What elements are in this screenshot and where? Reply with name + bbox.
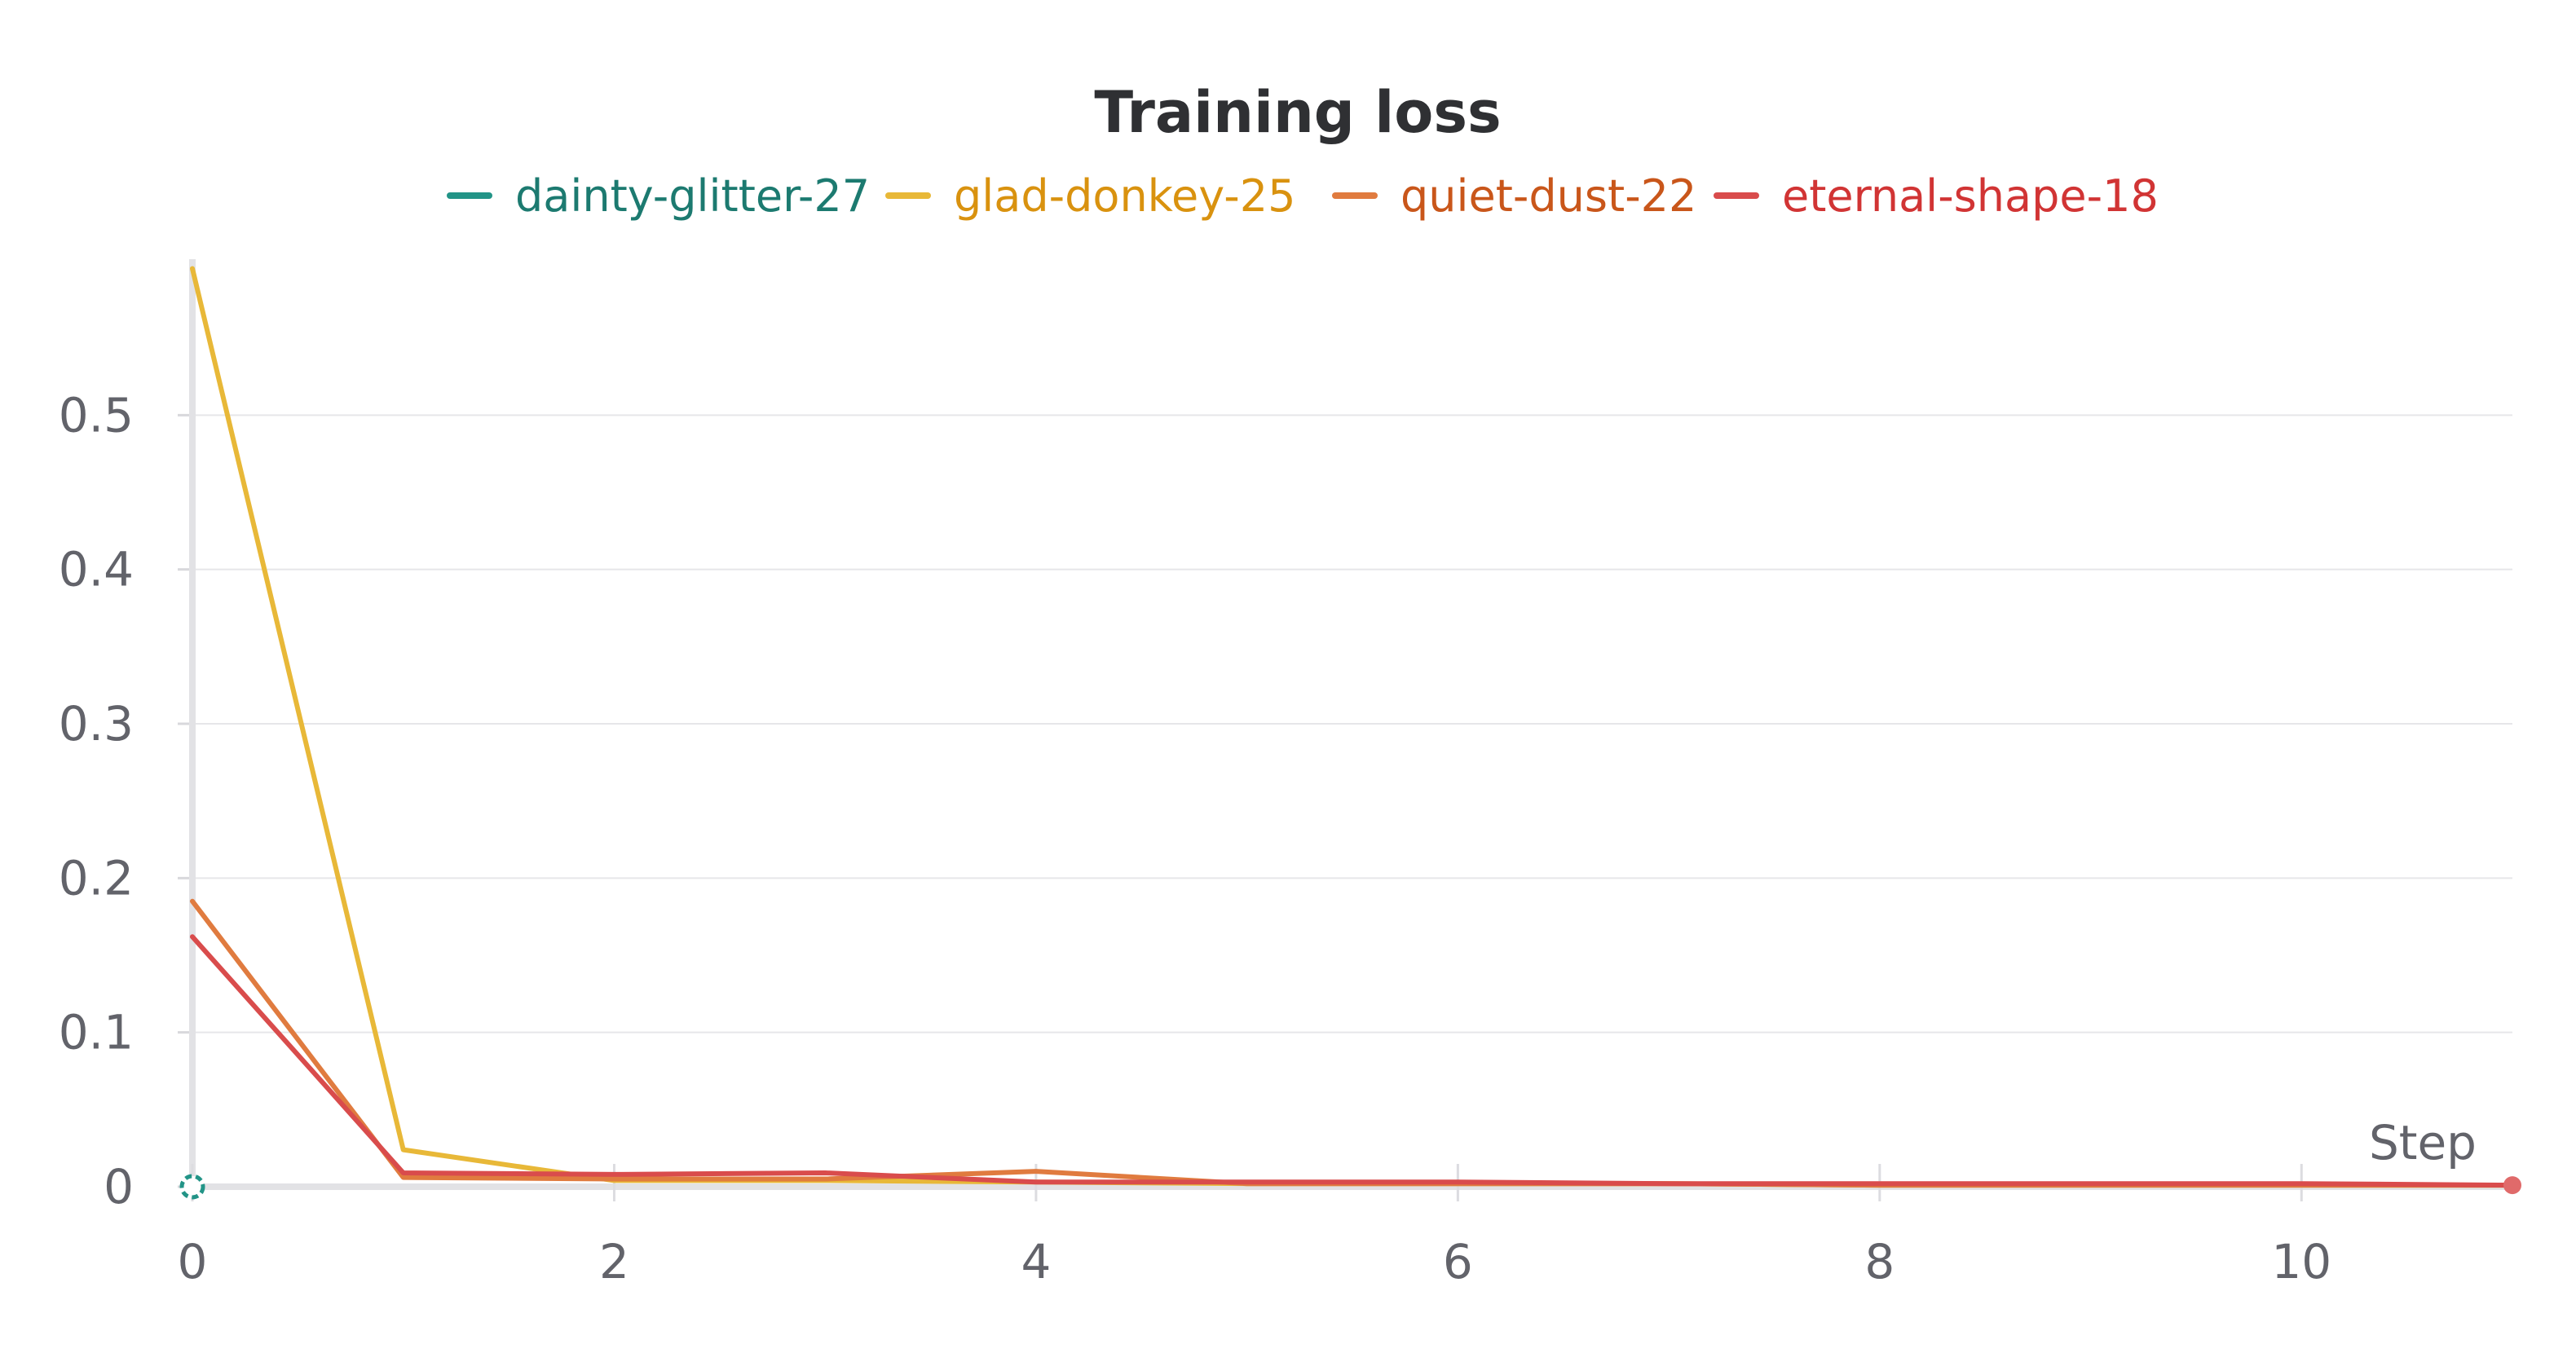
series-end-point xyxy=(2503,1176,2521,1195)
y-tick-label: 0 xyxy=(104,1159,134,1214)
x-tick-label: 0 xyxy=(178,1234,208,1289)
x-tick-label: 8 xyxy=(1864,1234,1895,1289)
grid-lines xyxy=(192,414,2512,1033)
legend-label: eternal-shape-18 xyxy=(1782,170,2159,222)
y-tick-label: 0.1 xyxy=(59,1005,134,1060)
chart-title: Training loss xyxy=(1094,79,1501,146)
series-line-eternal-shape-18 xyxy=(190,934,2515,1188)
legend-label: quiet-dust-22 xyxy=(1400,170,1696,222)
series-line-quiet-dust-22 xyxy=(190,898,2515,1188)
series-line-glad-donkey-25 xyxy=(190,266,2515,1188)
x-axis-label: Step xyxy=(2369,1115,2477,1170)
legend: dainty-glitter-27 glad-donkey-25 quiet-dus… xyxy=(447,170,2159,222)
legend-item[interactable]: dainty-glitter-27 xyxy=(447,170,870,222)
legend-item[interactable]: glad-donkey-25 xyxy=(885,170,1295,222)
y-tick-label: 0.4 xyxy=(59,542,134,597)
x-tick-label: 6 xyxy=(1443,1234,1473,1289)
x-tick-label: 2 xyxy=(599,1234,629,1289)
x-tick-label: 10 xyxy=(2271,1234,2331,1289)
series-point-dainty-glitter-27 xyxy=(179,1174,205,1200)
legend-item[interactable]: eternal-shape-18 xyxy=(1714,170,2159,222)
y-tick-label: 0.5 xyxy=(59,387,134,443)
legend-label: dainty-glitter-27 xyxy=(515,170,870,222)
y-tick-label: 0.3 xyxy=(59,696,134,751)
axes: 0 0.1 0.2 0.3 0.4 0.5 0 2 4 6 8 10 xyxy=(59,259,2512,1289)
legend-item[interactable]: quiet-dust-22 xyxy=(1332,170,1696,222)
legend-label: glad-donkey-25 xyxy=(954,170,1295,222)
x-tick-label: 4 xyxy=(1021,1234,1051,1289)
series-lines xyxy=(179,266,2521,1200)
y-tick-label: 0.2 xyxy=(59,850,134,906)
